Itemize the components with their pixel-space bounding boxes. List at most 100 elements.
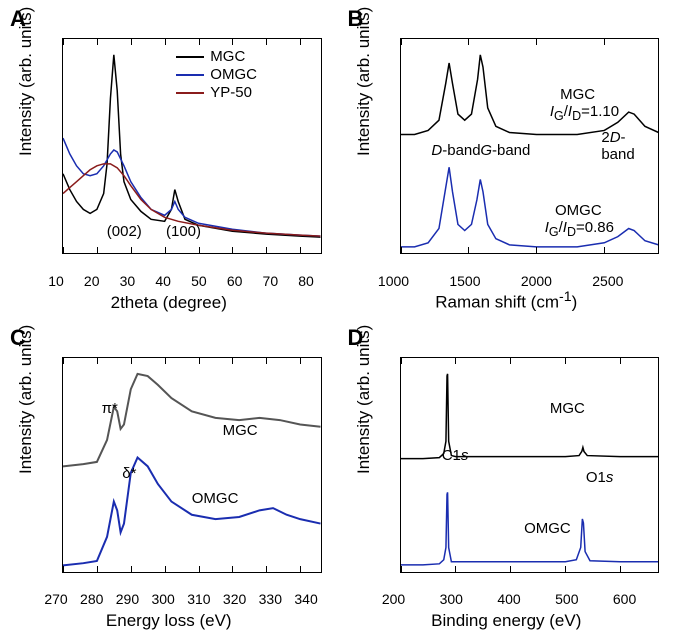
legend-label: MGC — [210, 48, 245, 65]
xtick-mark — [63, 566, 64, 572]
xtick-mark-top — [63, 358, 64, 364]
xtick-mark-top — [131, 358, 132, 364]
xtick-label: 300 — [151, 591, 174, 607]
panel-C-ylabel: Intensity (arb. units) — [16, 325, 36, 474]
xtick-mark-top — [266, 39, 267, 45]
xtick-mark-top — [300, 358, 301, 364]
annotation-text: C1s — [442, 447, 469, 464]
xtick-mark-top — [63, 39, 64, 45]
xtick-mark-top — [97, 358, 98, 364]
xtick-label: 270 — [44, 591, 67, 607]
xtick-mark — [510, 566, 511, 572]
panel-B-ylabel: Intensity (arb. units) — [354, 6, 374, 155]
xtick-label: 50 — [191, 273, 207, 289]
panel-A-xticks: 1020304050607080 — [56, 273, 328, 289]
panel-C-xlabel: Energy loss (eV) — [106, 611, 232, 631]
xtick-mark-top — [266, 358, 267, 364]
xtick-mark — [604, 247, 605, 253]
panel-C-plot: π*δ*MGCOMGC — [62, 357, 322, 573]
xtick-label: 2000 — [521, 273, 552, 289]
annotation-text: OMGC — [555, 202, 602, 219]
xtick-mark-top — [604, 39, 605, 45]
xtick-mark-top — [620, 358, 621, 364]
xtick-mark-top — [232, 358, 233, 364]
xtick-mark-top — [468, 39, 469, 45]
xtick-label: 310 — [187, 591, 210, 607]
xtick-label: 290 — [116, 591, 139, 607]
xtick-mark — [266, 566, 267, 572]
xtick-label: 1500 — [449, 273, 480, 289]
xtick-mark — [455, 566, 456, 572]
series-line — [401, 55, 659, 135]
panel-A-legend: MGCOMGCYP-50 — [176, 48, 257, 102]
xtick-label: 200 — [382, 591, 405, 607]
annotation-text: MGC — [223, 422, 258, 439]
xtick-mark — [199, 247, 200, 253]
xtick-label: 80 — [298, 273, 314, 289]
legend-item: YP-50 — [176, 84, 257, 102]
xtick-label: 2500 — [592, 273, 623, 289]
series-line — [63, 373, 321, 465]
xtick-mark — [165, 247, 166, 253]
xtick-mark — [131, 566, 132, 572]
panel-A-ylabel: Intensity (arb. units) — [16, 6, 36, 155]
xtick-label: 280 — [80, 591, 103, 607]
xtick-mark — [468, 247, 469, 253]
series-line — [63, 457, 321, 565]
panel-D-xticks: 200300400500600 — [394, 591, 666, 607]
xtick-mark — [165, 566, 166, 572]
xtick-mark-top — [165, 358, 166, 364]
panel-B-xticks: 1000150020002500 — [394, 273, 666, 289]
panel-D-xlabel: Binding energy (eV) — [431, 611, 581, 631]
xtick-mark — [199, 566, 200, 572]
xtick-mark-top — [97, 39, 98, 45]
annotation-text: G-band — [480, 142, 530, 159]
xtick-mark — [97, 566, 98, 572]
xtick-mark — [232, 247, 233, 253]
panel-B-plot: MGCIG/ID=1.102D-bandD-bandG-bandOMGCIG/I… — [400, 38, 660, 254]
xtick-label: 1000 — [378, 273, 409, 289]
xtick-label: 340 — [294, 591, 317, 607]
xtick-label: 320 — [223, 591, 246, 607]
xtick-label: 30 — [120, 273, 136, 289]
annotation-text: OMGC — [524, 520, 571, 537]
xtick-mark-top — [401, 358, 402, 364]
legend-swatch — [176, 92, 204, 94]
panel-C-svg — [63, 358, 321, 572]
xtick-mark-top — [300, 39, 301, 45]
xtick-label: 500 — [555, 591, 578, 607]
panel-D: D Intensity (arb. units) MGCC1sO1sOMGC 2… — [338, 319, 675, 637]
panel-C-xticks: 270280290300310320330340 — [56, 591, 328, 607]
xtick-mark — [232, 566, 233, 572]
annotation-text: (002) — [107, 223, 142, 240]
xtick-mark — [131, 247, 132, 253]
xtick-mark — [536, 247, 537, 253]
panel-D-svg — [401, 358, 659, 572]
series-line — [401, 167, 659, 247]
panel-C: C Intensity (arb. units) π*δ*MGCOMGC 270… — [0, 319, 338, 637]
legend-swatch — [176, 74, 204, 76]
xtick-mark-top — [232, 39, 233, 45]
annotation-text: δ* — [122, 465, 136, 482]
annotation-text: OMGC — [192, 490, 239, 507]
annotation-text: MGC — [550, 400, 585, 417]
figure-grid: A Intensity (arb. units) MGCOMGCYP-50 (0… — [0, 0, 675, 637]
xtick-mark-top — [565, 358, 566, 364]
xtick-mark — [620, 566, 621, 572]
annotation-text: MGC — [560, 86, 595, 103]
xtick-mark — [63, 247, 64, 253]
xtick-mark-top — [455, 358, 456, 364]
panel-B-xlabel: Raman shift (cm-1) — [435, 289, 577, 313]
xtick-mark-top — [401, 39, 402, 45]
xtick-mark-top — [510, 358, 511, 364]
panel-A-plot: MGCOMGCYP-50 (002) (100) — [62, 38, 322, 254]
xtick-mark-top — [536, 39, 537, 45]
legend-label: YP-50 — [210, 84, 252, 101]
legend-item: OMGC — [176, 66, 257, 84]
annotation-text: (100) — [166, 223, 201, 240]
xtick-mark — [401, 247, 402, 253]
xtick-label: 40 — [155, 273, 171, 289]
xtick-label: 10 — [48, 273, 64, 289]
panel-D-ylabel: Intensity (arb. units) — [354, 325, 374, 474]
xtick-label: 300 — [440, 591, 463, 607]
